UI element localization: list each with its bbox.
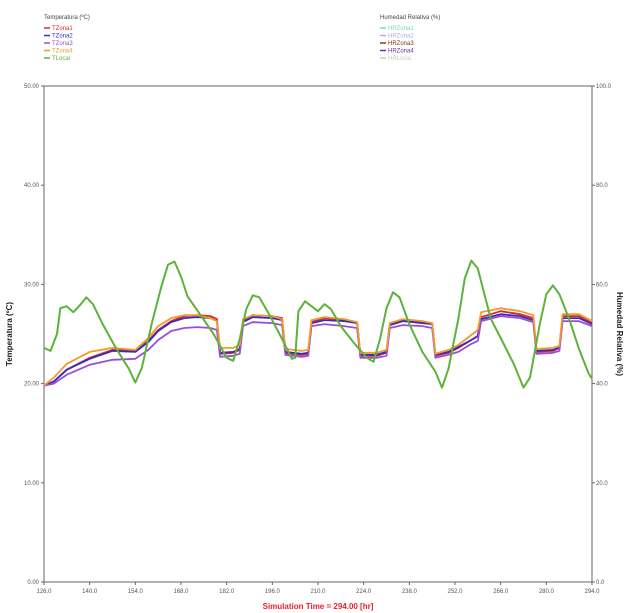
x-tick-label: 238.0	[402, 589, 418, 595]
y-tick-label: 10.00	[24, 481, 40, 487]
x-tick-label: 252.0	[447, 589, 463, 595]
series-layer	[43, 259, 593, 389]
series-line-tzona4	[43, 307, 593, 387]
y-tick-label: 0.00	[27, 580, 39, 586]
x-tick-label: 266.0	[493, 589, 509, 595]
plot-area	[43, 85, 593, 583]
series-line-tzona3	[43, 315, 593, 387]
y2-tick-label: 20.0	[596, 481, 608, 487]
y-tick-label: 30.00	[24, 282, 40, 288]
y-axis-title: Temperatura (ºC)	[5, 302, 14, 366]
x-tick-label: 154.0	[128, 589, 144, 595]
y-tick-label: 40.00	[24, 183, 40, 189]
legend-humidity-label-3: HRZona4	[388, 49, 414, 55]
x-tick-label: 224.0	[356, 589, 372, 595]
legend-temperature-label-3: TZona4	[52, 49, 73, 55]
legend-temperature-label-1: TZona2	[52, 34, 73, 40]
y2-axis: 0.0 20.0 40.0 60.0 80.0 100.0	[592, 84, 612, 586]
y2-tick-label: 0.0	[596, 580, 605, 586]
legend-temperature-title: Temperatura (ºC)	[44, 14, 90, 21]
series-line-tlocal	[43, 259, 593, 389]
x-tick-label: 294.0	[584, 589, 600, 595]
legend-humidity-label-2: HRZona3	[388, 41, 414, 47]
x-tick-label: 168.0	[173, 589, 189, 595]
y2-tick-label: 80.0	[596, 183, 608, 189]
legend-temperature-label-4: TLocal	[52, 56, 70, 62]
series-line-tzona2	[43, 313, 593, 387]
y2-tick-label: 60.0	[596, 282, 608, 288]
x-tick-label: 210.0	[310, 589, 326, 595]
y-tick-label: 50.00	[24, 84, 40, 90]
x-tick-label: 126.0	[36, 589, 52, 595]
series-line-tzona1	[43, 310, 593, 387]
legend-humidity-label-1: HRZona2	[388, 34, 414, 40]
x-axis-title: Simulation Time = 294.00 [hr]	[263, 602, 374, 611]
x-tick-label: 280.0	[539, 589, 555, 595]
legend-humidity-label-0: HRZona1	[388, 26, 414, 32]
x-tick-label: 196.0	[265, 589, 281, 595]
legend-humidity-label-4: HRLocal	[388, 56, 411, 62]
x-tick-label: 140.0	[82, 589, 98, 595]
y-axis: 0.00 10.00 20.00 30.00 40.00 50.00	[24, 84, 44, 586]
y-tick-label: 20.00	[24, 382, 40, 388]
legend-humidity: Humedad Relativa (%) HRZona1HRZona2HRZon…	[380, 15, 440, 62]
legend-humidity-title: Humedad Relativa (%)	[380, 15, 440, 21]
legend-temperature-label-0: TZona1	[52, 26, 73, 32]
legend-temperature-label-2: TZona3	[52, 41, 73, 47]
y2-axis-title: Humedad Relativa (%)	[615, 292, 624, 376]
x-axis: 126.0 140.0 154.0 168.0 182.0 196.0 210.0 224.0…	[36, 582, 600, 595]
y2-tick-label: 100.0	[596, 84, 612, 90]
y2-tick-label: 40.0	[596, 382, 608, 388]
x-tick-label: 182.0	[219, 589, 235, 595]
